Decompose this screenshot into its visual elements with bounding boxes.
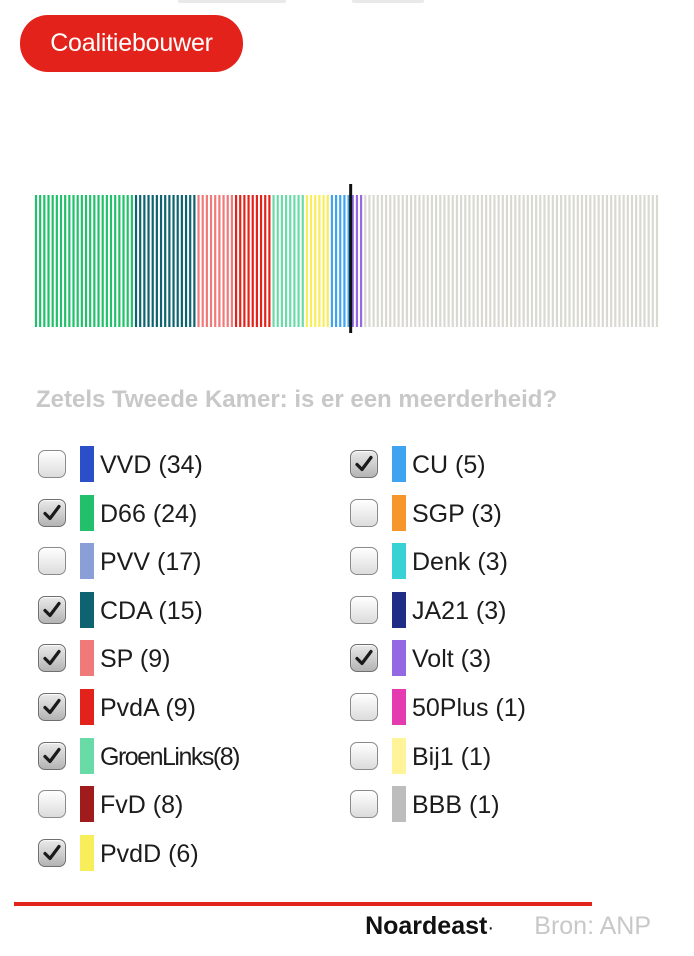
party-color-swatch [80,834,94,871]
footer-divider [14,902,592,906]
party-checkbox-pvdd[interactable] [38,838,66,867]
party-checkbox-groenlinks[interactable] [38,741,66,770]
party-label: JA21 (3) [412,596,507,625]
party-row-sp[interactable]: SP (9) [38,638,358,687]
party-row-d66[interactable]: D66 (24) [38,493,358,542]
party-row-sgp[interactable]: SGP (3) [350,493,670,542]
party-checkbox-fvd[interactable] [38,790,66,819]
party-label: CU (5) [412,451,486,479]
checkmark-icon [43,747,61,763]
party-label: BBB (1) [412,791,500,820]
party-row-fvd[interactable]: FvD (8) [38,784,358,833]
party-checkbox-vvd[interactable] [38,450,66,478]
party-row-pvv[interactable]: PVV (17) [38,541,358,590]
checkmark-icon [43,698,61,715]
party-label: Denk (3) [412,548,508,577]
party-label: FvD (8) [100,791,184,820]
party-checkbox-cda[interactable] [38,595,66,624]
party-row-ja21[interactable]: JA21 (3) [350,590,670,639]
party-color-swatch [80,688,94,725]
source-credit: Bron: ANP [534,912,651,940]
party-color-swatch [392,543,406,580]
party-checkbox-denk[interactable] [350,547,378,576]
party-checkbox-50plus[interactable] [350,692,378,721]
party-label: Volt (3) [412,645,492,674]
checkmark-icon [43,601,61,617]
party-row-groenlinks[interactable]: GroenLinks(8) [38,736,358,785]
party-color-swatch [80,737,94,774]
party-color-swatch [80,640,94,677]
party-color-swatch [392,640,406,677]
party-label: D66 (24) [100,499,198,528]
party-checkbox-ja21[interactable] [350,595,378,624]
party-color-swatch [392,737,406,774]
checkmark-icon [355,650,373,666]
party-checkbox-pvda[interactable] [38,692,66,721]
party-checkbox-sgp[interactable] [350,498,378,527]
party-label: 50Plus (1) [412,693,526,722]
party-color-swatch [392,688,406,725]
party-checkbox-pvv[interactable] [38,547,66,576]
coalitiebouwer-button[interactable]: Coalitiebouwer [20,15,243,72]
party-label: PVV (17) [100,548,202,577]
party-list-left: VVD (34) D66 (24) PVV (17) CDA (15) SP (9) Pv… [38,444,358,881]
party-row-volt[interactable]: Volt (3) [350,638,670,687]
party-color-swatch [392,591,406,628]
party-checkbox-volt[interactable] [350,644,378,673]
party-row-cu[interactable]: CU (5) [350,444,670,493]
party-list-right: CU (5) SGP (3) Denk (3) JA21 (3) Volt (3) 50P… [350,444,670,833]
party-label: SP (9) [100,645,171,674]
party-checkbox-bbb[interactable] [350,790,378,819]
party-checkbox-sp[interactable] [38,644,66,673]
party-label: PvdA (9) [100,693,196,722]
party-color-swatch [80,494,94,531]
party-row-pvda[interactable]: PvdA (9) [38,687,358,736]
party-row-denk[interactable]: Denk (3) [350,541,670,590]
seat-bar-chart [34,184,659,333]
party-color-swatch [80,543,94,580]
majority-question: Zetels Tweede Kamer: is er een meerderhe… [36,386,558,413]
party-label: Bij1 (1) [412,742,492,771]
brand-name: Noardeast· [365,912,494,940]
party-row-pvdd[interactable]: PvdD (6) [38,833,358,882]
party-row-vvd[interactable]: VVD (34) [38,444,358,493]
party-checkbox-cu[interactable] [350,450,378,478]
party-color-swatch [80,786,94,823]
party-label: SGP (3) [412,499,502,528]
party-checkbox-d66[interactable] [38,498,66,527]
party-checkbox-bij1[interactable] [350,741,378,770]
party-color-swatch [392,786,406,823]
party-label: VVD (34) [100,451,203,479]
party-row-bij1[interactable]: Bij1 (1) [350,736,670,785]
party-row-bbb[interactable]: BBB (1) [350,784,670,833]
party-label: CDA (15) [100,596,203,625]
checkmark-icon [43,844,61,860]
checkmark-icon [43,650,61,666]
party-color-swatch [392,494,406,531]
checkmark-icon [355,455,373,472]
party-color-swatch [80,591,94,628]
party-label: GroenLinks(8) [100,742,240,771]
top-stub-left [178,0,286,3]
party-color-swatch [392,446,406,482]
party-row-50plus[interactable]: 50Plus (1) [350,687,670,736]
party-label: PvdD (6) [100,839,199,868]
party-row-cda[interactable]: CDA (15) [38,590,358,639]
top-stub-right [352,0,424,3]
checkmark-icon [43,504,61,520]
party-color-swatch [80,446,94,482]
